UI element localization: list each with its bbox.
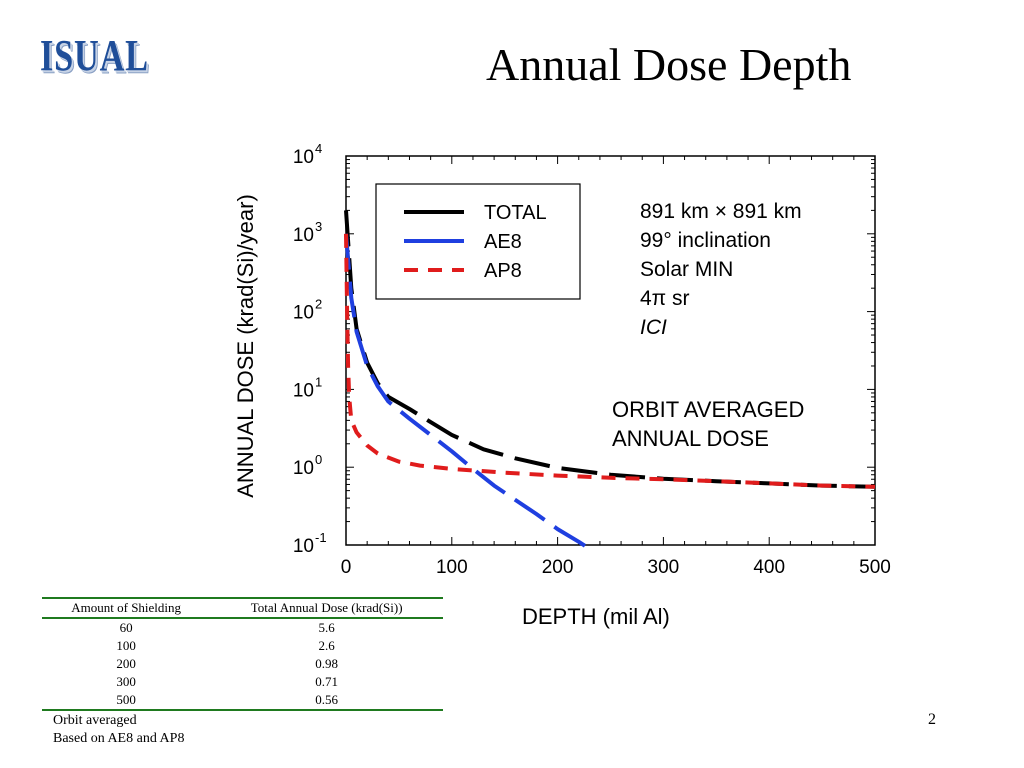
table-row: 60 5.6 xyxy=(42,618,443,637)
note-orbit-averaged: Orbit averaged xyxy=(53,713,137,728)
y-tick-exponent: 2 xyxy=(315,297,322,312)
orbit-note-line-1: ORBIT AVERAGED xyxy=(612,397,805,422)
note-models: Based on AE8 and AP8 xyxy=(53,731,185,746)
slide-title: Annual Dose Depth xyxy=(486,39,852,90)
shielding-column-header: Amount of Shielding xyxy=(71,600,182,615)
dose-column-header: Total Annual Dose (krad(Si)) xyxy=(250,600,403,615)
legend-label-ae8: AE8 xyxy=(484,231,522,253)
orbit-note-line-2: ANNUAL DOSE xyxy=(612,426,769,451)
shielding-dose-table: Amount of Shielding Total Annual Dose (k… xyxy=(42,597,443,711)
solid-angle-text: 4π sr xyxy=(640,287,690,310)
orbit-altitude-text: 891 km × 891 km xyxy=(640,200,802,223)
table-row: 100 2.6 xyxy=(42,637,443,655)
dose-cell: 5.6 xyxy=(318,620,335,635)
orbit-parameters: 891 km × 891 km 99° inclination Solar MI… xyxy=(640,197,802,342)
shielding-cell: 60 xyxy=(119,620,133,635)
shielding-cell: 200 xyxy=(116,656,136,671)
table-header-row: Amount of Shielding Total Annual Dose (k… xyxy=(42,598,443,618)
legend-label-ap8: AP8 xyxy=(484,260,522,282)
y-tick-label: 10 xyxy=(293,147,314,168)
y-tick-label: 10 xyxy=(293,225,314,246)
shielding-cell: 100 xyxy=(116,638,136,653)
instrument-text: ICI xyxy=(640,316,667,339)
inclination-text: 99° inclination xyxy=(640,229,771,252)
y-tick-label: 10 xyxy=(293,380,314,401)
dose-cell: 0.56 xyxy=(315,692,339,707)
table-notes: Orbit averaged Based on AE8 and AP8 xyxy=(53,712,184,748)
isual-logo: ISUAL xyxy=(40,31,149,80)
x-tick-label: 0 xyxy=(341,557,352,578)
page-number: 2 xyxy=(928,711,936,728)
table-row: 500 0.56 xyxy=(42,691,443,710)
shielding-cell: 500 xyxy=(116,692,136,707)
series-line-ap8 xyxy=(344,233,876,489)
legend-label-total: TOTAL xyxy=(484,202,547,224)
x-tick-label: 500 xyxy=(859,557,891,578)
y-tick-exponent: 4 xyxy=(315,141,322,156)
y-tick-exponent: 1 xyxy=(315,374,322,389)
dose-cell: 0.71 xyxy=(315,674,339,689)
x-tick-label: 200 xyxy=(542,557,574,578)
y-tick-exponent: 0 xyxy=(315,452,322,467)
x-tick-label: 300 xyxy=(648,557,680,578)
dose-cell: 2.6 xyxy=(318,638,335,653)
x-tick-label: 100 xyxy=(436,557,468,578)
dose-cell: 0.98 xyxy=(315,656,339,671)
x-axis-label: DEPTH (mil Al) xyxy=(522,604,670,629)
y-tick-exponent: 3 xyxy=(315,219,322,234)
table-row: 200 0.98 xyxy=(42,655,443,673)
x-tick-label: 400 xyxy=(753,557,785,578)
table-row: 300 0.71 xyxy=(42,673,443,691)
y-tick-label: 10 xyxy=(293,303,314,324)
y-axis-label: ANNUAL DOSE (krad(Si)/year) xyxy=(233,194,258,498)
plot-frame xyxy=(345,155,876,546)
shielding-cell: 300 xyxy=(116,674,136,689)
solar-condition-text: Solar MIN xyxy=(640,258,734,281)
series-line-ae8 xyxy=(344,233,591,551)
orbit-averaged-note: ORBIT AVERAGED ANNUAL DOSE xyxy=(612,395,804,453)
y-tick-exponent: -1 xyxy=(315,530,327,545)
y-tick-label: 10 xyxy=(293,458,314,479)
y-tick-label: 10 xyxy=(293,536,314,557)
